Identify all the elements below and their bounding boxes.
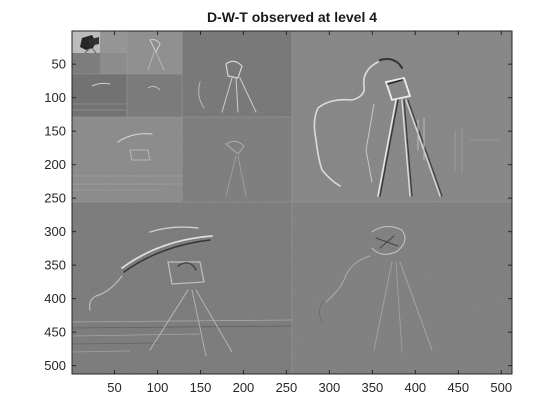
y-tick-label: 100 xyxy=(44,90,66,105)
y-tick-label: 450 xyxy=(44,325,66,340)
y-tick-label: 150 xyxy=(44,124,66,139)
y-tick-label: 500 xyxy=(44,358,66,373)
y-tick-label: 50 xyxy=(52,57,66,72)
x-tick-label: 150 xyxy=(190,380,212,395)
x-tick-label: 250 xyxy=(276,380,298,395)
x-tick-label: 350 xyxy=(362,380,384,395)
axes-box xyxy=(71,30,513,375)
y-tick-label: 350 xyxy=(44,258,66,273)
y-axis-ticks: 50 100 150 200 250 300 350 400 450 500 xyxy=(44,57,512,373)
x-axis-ticks: 50 100 150 200 250 300 350 400 450 500 xyxy=(107,31,512,395)
x-tick-label: 100 xyxy=(147,380,169,395)
x-tick-label: 500 xyxy=(490,380,512,395)
wavelet-image xyxy=(72,31,512,374)
x-tick-label: 50 xyxy=(107,380,121,395)
x-tick-label: 200 xyxy=(233,380,255,395)
x-tick-label: 300 xyxy=(319,380,341,395)
subband-boundaries xyxy=(72,31,512,374)
x-tick-label: 400 xyxy=(404,380,426,395)
y-tick-label: 400 xyxy=(44,291,66,306)
y-tick-label: 300 xyxy=(44,224,66,239)
x-tick-label: 450 xyxy=(447,380,469,395)
y-tick-label: 250 xyxy=(44,191,66,206)
figure-title: D-W-T observed at level 4 xyxy=(206,9,378,25)
y-tick-label: 200 xyxy=(44,157,66,172)
